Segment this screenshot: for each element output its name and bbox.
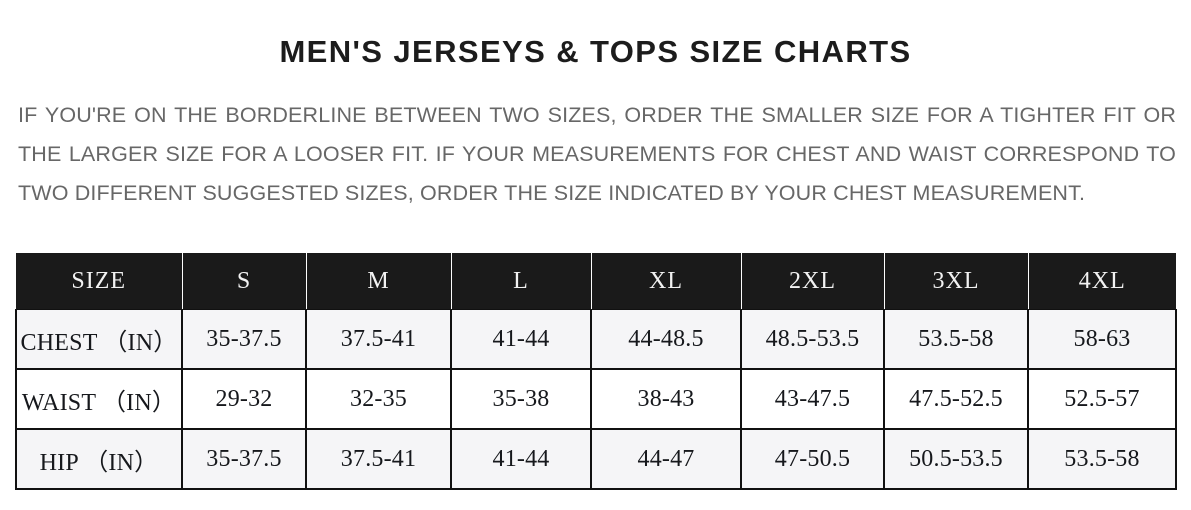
- row-label-hip: HIP （IN）: [15, 429, 183, 490]
- table-row: WAIST （IN） 29-32 32-35 35-38 38-43 43-47…: [15, 369, 1177, 430]
- cell-waist-4xl: 52.5-57: [1028, 369, 1177, 430]
- table-header-row: SIZE S M L XL 2XL 3XL 4XL: [16, 253, 1176, 310]
- cell-hip-3xl: 50.5-53.5: [884, 429, 1029, 490]
- table-row: HIP （IN） 35-37.5 37.5-41 41-44 44-47 47-…: [15, 429, 1177, 490]
- cell-waist-l: 35-38: [451, 369, 592, 430]
- cell-chest-4xl: 58-63: [1028, 309, 1177, 370]
- column-header-l: L: [451, 253, 592, 310]
- cell-chest-l: 41-44: [451, 309, 592, 370]
- column-header-4xl: 4XL: [1028, 253, 1176, 310]
- column-header-m: M: [306, 253, 452, 310]
- column-header-xl: XL: [591, 253, 742, 310]
- size-chart-table: SIZE S M L XL 2XL 3XL 4XL CHEST （IN） 35-…: [15, 253, 1177, 490]
- cell-chest-xl: 44-48.5: [591, 309, 742, 370]
- column-header-2xl: 2XL: [741, 253, 885, 310]
- cell-hip-m: 37.5-41: [306, 429, 452, 490]
- cell-chest-m: 37.5-41: [306, 309, 452, 370]
- row-label-waist: WAIST （IN）: [15, 369, 183, 430]
- cell-hip-s: 35-37.5: [182, 429, 307, 490]
- column-header-3xl: 3XL: [884, 253, 1029, 310]
- cell-waist-m: 32-35: [306, 369, 452, 430]
- cell-hip-l: 41-44: [451, 429, 592, 490]
- sizing-instructions: IF YOU'RE ON THE BORDERLINE BETWEEN TWO …: [18, 103, 1176, 205]
- cell-waist-s: 29-32: [182, 369, 307, 430]
- cell-hip-xl: 44-47: [591, 429, 742, 490]
- cell-waist-xl: 38-43: [591, 369, 742, 430]
- cell-waist-2xl: 43-47.5: [741, 369, 885, 430]
- cell-hip-4xl: 53.5-58: [1028, 429, 1177, 490]
- cell-chest-3xl: 53.5-58: [884, 309, 1029, 370]
- cell-waist-3xl: 47.5-52.5: [884, 369, 1029, 430]
- column-header-s: S: [182, 253, 307, 310]
- cell-hip-2xl: 47-50.5: [741, 429, 885, 490]
- column-header-size: SIZE: [16, 253, 183, 310]
- cell-chest-s: 35-37.5: [182, 309, 307, 370]
- page-title: MEN'S JERSEYS & TOPS SIZE CHARTS: [279, 34, 912, 69]
- table-row: CHEST （IN） 35-37.5 37.5-41 41-44 44-48.5…: [15, 309, 1177, 370]
- row-label-chest: CHEST （IN）: [15, 309, 183, 370]
- cell-chest-2xl: 48.5-53.5: [741, 309, 885, 370]
